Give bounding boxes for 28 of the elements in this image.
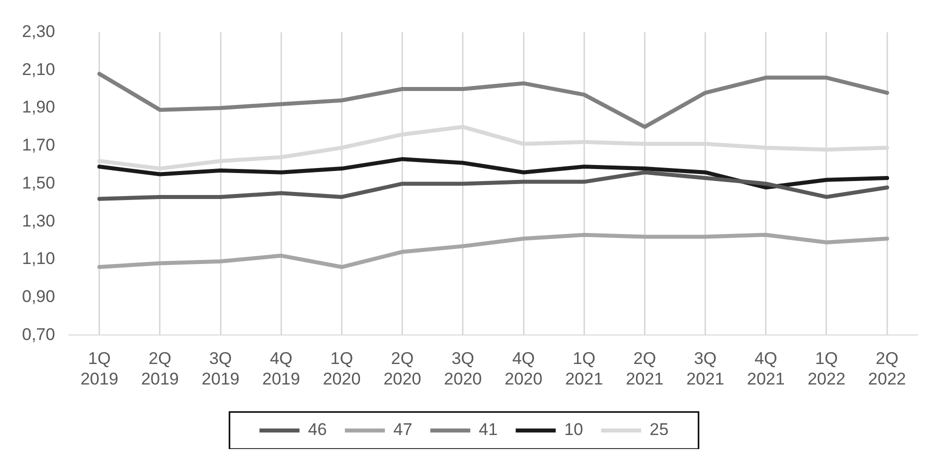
x-tick-label: 3Q 2019 (202, 349, 240, 388)
x-tick-label: 2Q 2020 (383, 349, 422, 388)
legend-label: 47 (393, 420, 412, 440)
x-tick-label: 3Q 2021 (686, 349, 724, 388)
x-tick-label: 4Q 2019 (262, 349, 300, 388)
y-tick-label: 1,30 (22, 211, 56, 230)
x-tick-label: 4Q 2020 (504, 349, 542, 388)
x-tick-label: 1Q 2020 (322, 349, 361, 388)
x-tick-label: 2Q 2021 (626, 349, 664, 388)
y-tick-label: 0,70 (22, 324, 56, 344)
y-tick-label: 0,90 (22, 287, 56, 306)
y-tick-label: 1,50 (22, 173, 56, 192)
y-tick-label: 1,90 (22, 98, 56, 117)
x-tick-label: 2Q 2022 (868, 349, 906, 388)
y-tick-label: 2,10 (22, 60, 56, 79)
legend-label: 25 (650, 420, 669, 440)
x-tick-label: 3Q 2020 (444, 349, 482, 388)
y-tick-label: 2,30 (22, 22, 56, 41)
x-tick-label: 1Q 2019 (80, 349, 118, 388)
legend-label: 10 (564, 420, 584, 440)
x-tick-label: 4Q 2021 (746, 349, 785, 388)
x-tick-label: 2Q 2019 (141, 349, 179, 388)
legend-label: 46 (308, 420, 327, 440)
x-tick-label: 1Q 2022 (808, 349, 846, 388)
y-tick-label: 1,10 (22, 249, 56, 268)
y-tick-label: 1,70 (22, 136, 56, 155)
legend-label: 41 (478, 420, 498, 440)
x-tick-label: 1Q 2021 (565, 349, 604, 388)
